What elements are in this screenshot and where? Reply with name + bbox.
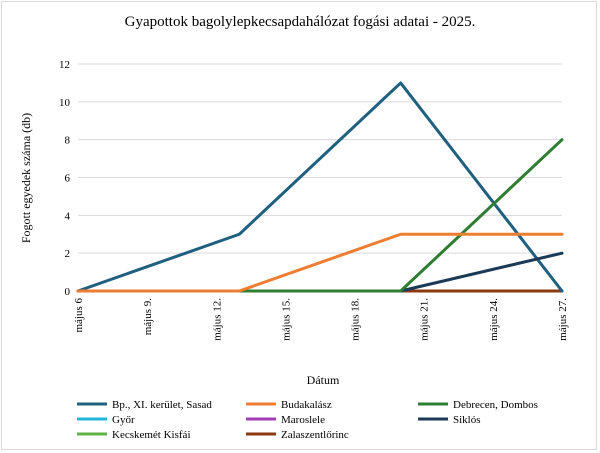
y-tick-label: 4	[65, 210, 71, 222]
series-lines	[76, 81, 564, 293]
y-tick-label: 6	[65, 173, 71, 185]
legend-label: Maroslele	[281, 414, 325, 426]
x-tick-label: május 15.	[280, 298, 292, 341]
legend-label: Debrecen, Dombos	[453, 399, 538, 411]
legend-label: Budakalász	[281, 399, 332, 411]
legend-label: Győr	[112, 414, 135, 426]
x-tick-label: május 9.	[142, 298, 154, 336]
y-tick-label: 2	[65, 248, 71, 260]
y-axis-title: Fogott egyedek száma (db)	[19, 113, 33, 243]
series-line-1	[76, 232, 564, 293]
x-axis-title: Dátum	[307, 373, 340, 387]
x-tick-label: május 24.	[488, 298, 500, 341]
y-tick-label: 10	[59, 97, 71, 109]
chart-title: Gyapottok bagolylepkecsapdahálózat fogás…	[125, 14, 476, 30]
legend-label: Siklós	[453, 414, 481, 426]
legend-label: Kecskemét Kisfái	[112, 429, 191, 441]
x-tick-label: május 6	[73, 298, 85, 333]
x-tick-label: május 27.	[557, 298, 569, 341]
y-tick-labels: 0 2 4 6 8 10 12	[59, 59, 71, 298]
y-tick-label: 0	[65, 286, 71, 298]
x-tick-label: május 21.	[419, 298, 431, 341]
x-tick-label: május 18.	[350, 298, 362, 341]
y-tick-label: 8	[65, 135, 71, 147]
legend-label: Zalaszentlőrinc	[281, 429, 349, 441]
x-tick-label: május 12.	[211, 298, 223, 341]
series-line-0	[76, 81, 564, 293]
legend-label: Bp., XI. kerület, Sasad	[112, 399, 212, 411]
series-line-5	[76, 251, 564, 293]
y-tick-label: 12	[59, 59, 70, 71]
x-tick-labels: május 6 május 9. május 12. május 15. május 1…	[73, 298, 569, 341]
grid-lines	[78, 63, 562, 292]
legend: Bp., XI. kerület, Sasad Budakalász Debrece…	[77, 399, 538, 441]
